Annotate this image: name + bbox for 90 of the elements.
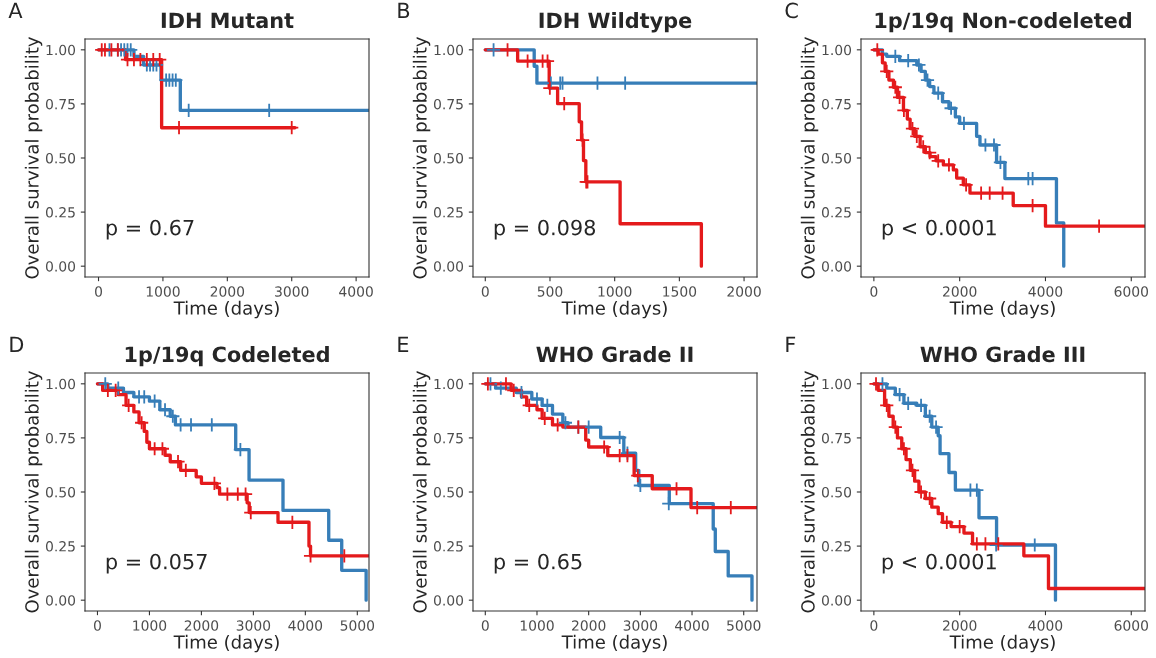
annotation: p = 0.098	[494, 219, 596, 240]
x-tick-label: 1000	[520, 620, 554, 631]
y-tick-label: 0.75	[45, 432, 75, 444]
y-axis-title: Overall survival probability	[412, 371, 431, 613]
text: D	[10, 336, 24, 353]
x-tick-label: 2000	[943, 286, 977, 297]
annotation: p = 0.67	[106, 219, 194, 240]
text: B	[398, 2, 410, 19]
x-tick-label: 2000	[210, 286, 245, 297]
y-tick-label: 1.00	[822, 378, 852, 390]
x-tick-label: 4000	[1028, 620, 1063, 631]
annotation: p = 0.057	[106, 553, 207, 574]
chart-title: IDH Mutant	[161, 12, 294, 29]
y-tick-label: 0.00	[45, 261, 76, 272]
y-tick-label: 0.50	[45, 152, 76, 164]
y-tick-label: 0.75	[433, 432, 463, 444]
annotation: p < 0.0001	[882, 553, 996, 574]
x-tick-label: 0	[93, 620, 101, 631]
y-tick-label: 0.75	[821, 432, 851, 444]
x-tick-label: 4000	[339, 286, 373, 297]
x-tick-label: 3000	[623, 620, 658, 631]
y-tick-label: 0.00	[821, 595, 852, 606]
x-tick-label: 6000	[1114, 620, 1149, 631]
x-tick-label: 2000	[572, 620, 606, 631]
text: C	[785, 2, 798, 19]
x-axis-title: Time (days)	[561, 300, 667, 319]
chart-title: WHO Grade III	[920, 346, 1085, 363]
x-tick-label: 2000	[184, 620, 219, 631]
y-tick-label: 0.25	[45, 207, 75, 218]
x-tick-label: 500	[537, 286, 563, 297]
x-tick-label: 1500	[663, 286, 697, 297]
x-tick-label: 3000	[275, 286, 309, 297]
x-tick-label: 0	[870, 620, 878, 631]
annotation: p < 0.0001	[882, 219, 996, 240]
text: F	[786, 336, 796, 353]
y-tick-label: 1.00	[434, 378, 464, 390]
x-tick-label: 5000	[340, 620, 375, 631]
x-axis-title: Time (days)	[173, 634, 279, 653]
chart-title: 1p/19q Codeleted	[125, 346, 329, 367]
y-axis-title: Overall survival probability	[800, 37, 819, 279]
y-tick-label: 0.25	[433, 207, 463, 218]
y-tick-label: 0.75	[45, 98, 75, 110]
y-axis-title: Overall survival probability	[24, 37, 43, 279]
chart-title: WHO Grade II	[536, 346, 693, 363]
x-tick-label: 0	[481, 620, 489, 631]
y-tick-label: 0.75	[821, 98, 851, 110]
y-axis-title: Overall survival probability	[412, 37, 431, 279]
y-tick-label: 0.25	[821, 541, 851, 552]
chart-title: IDH Wildtype	[539, 12, 692, 33]
y-tick-label: 0.50	[45, 486, 76, 498]
x-tick-label: 2000	[943, 620, 977, 631]
y-tick-label: 1.00	[434, 44, 464, 56]
x-tick-label: 4000	[1028, 286, 1063, 297]
y-tick-label: 0.00	[433, 261, 464, 272]
x-axis-title: Time (days)	[561, 634, 667, 653]
annotation: p = 0.65	[494, 553, 582, 574]
text: E	[398, 336, 409, 353]
x-tick-label: 1000	[598, 286, 632, 297]
x-tick-label: 2000	[727, 286, 761, 297]
y-tick-label: 0.50	[433, 152, 464, 164]
y-tick-label: 0.75	[433, 98, 463, 110]
y-tick-label: 0.00	[821, 261, 852, 272]
y-tick-label: 0.00	[45, 595, 76, 606]
x-tick-label: 3000	[236, 620, 271, 631]
y-tick-label: 0.50	[433, 486, 464, 498]
y-tick-label: 0.00	[433, 595, 464, 606]
x-tick-label: 0	[95, 286, 103, 297]
y-tick-label: 0.25	[433, 541, 463, 552]
y-tick-label: 1.00	[822, 44, 852, 56]
x-tick-label: 6000	[1114, 286, 1149, 297]
y-tick-label: 0.50	[821, 486, 852, 498]
x-tick-label: 0	[481, 286, 489, 297]
y-tick-label: 1.00	[46, 378, 76, 390]
chart-title: 1p/19q Non-codeleted	[875, 12, 1131, 33]
x-axis-title: Time (days)	[173, 300, 279, 319]
y-axis-title: Overall survival probability	[800, 371, 819, 613]
x-axis-title: Time (days)	[949, 300, 1055, 319]
x-axis-title: Time (days)	[949, 634, 1055, 653]
y-tick-label: 1.00	[46, 44, 76, 56]
y-tick-label: 0.25	[45, 541, 75, 552]
x-tick-label: 4000	[288, 620, 323, 631]
y-axis-title: Overall survival probability	[24, 371, 43, 613]
text: A	[8, 2, 23, 19]
x-tick-label: 1000	[146, 286, 180, 297]
y-tick-label: 0.25	[821, 207, 851, 218]
y-tick-label: 0.50	[821, 152, 852, 164]
x-tick-label: 0	[870, 286, 878, 297]
x-tick-label: 1000	[133, 620, 167, 631]
x-tick-label: 4000	[675, 620, 709, 631]
x-tick-label: 5000	[727, 620, 761, 631]
